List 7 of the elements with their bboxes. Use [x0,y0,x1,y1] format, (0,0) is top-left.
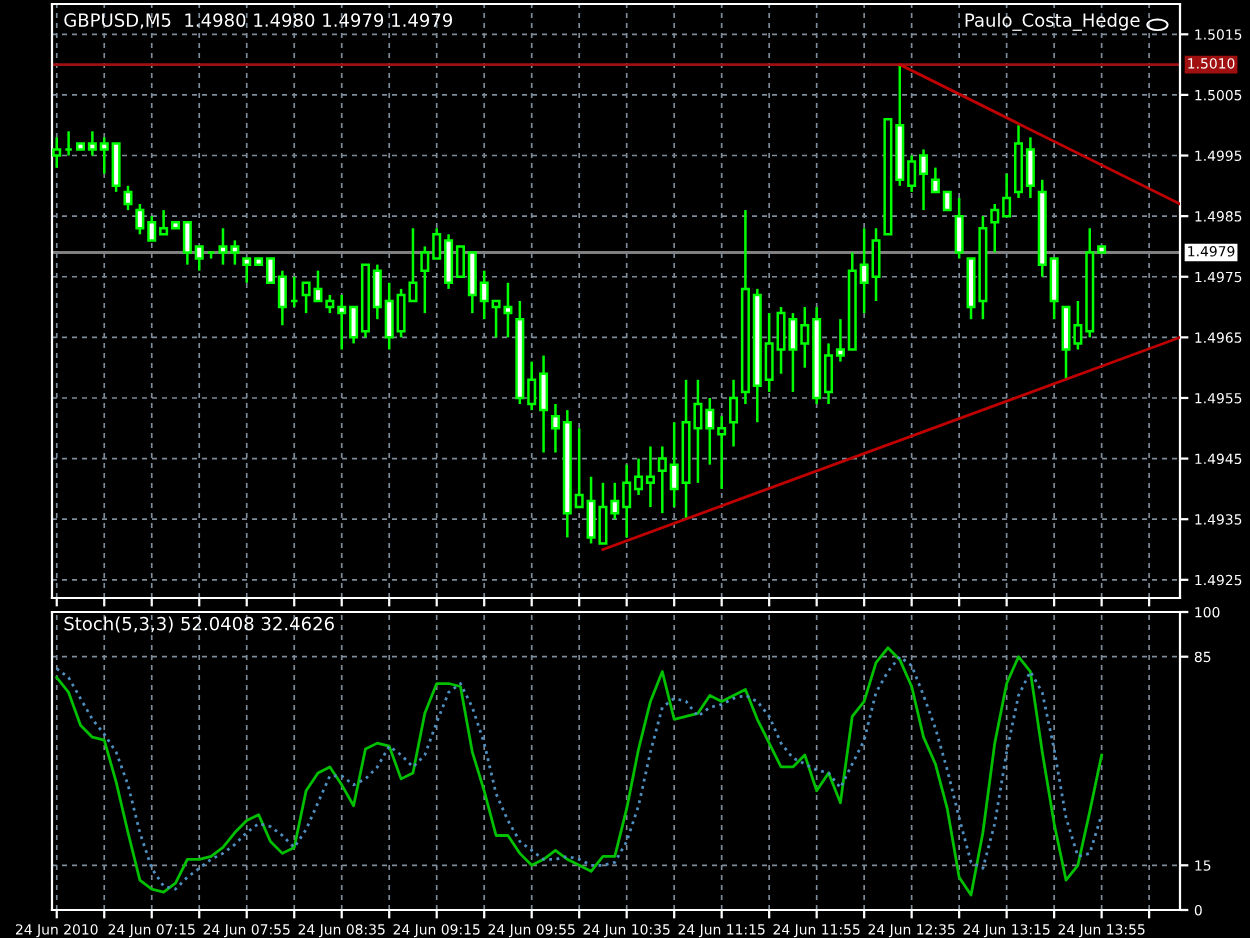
candlestick [123,184,133,212]
candlestick [729,378,739,448]
annotation: Paulo_Costa_Hedge [965,12,1140,31]
candlestick [52,136,62,169]
chart-title: GBPUSD,M5 1.4980 1.4980 1.4979 1.4979 [64,13,453,29]
candlestick [954,196,964,260]
chart-title: Stoch(5,3,3) 52.0408 32.4626 [64,616,334,633]
